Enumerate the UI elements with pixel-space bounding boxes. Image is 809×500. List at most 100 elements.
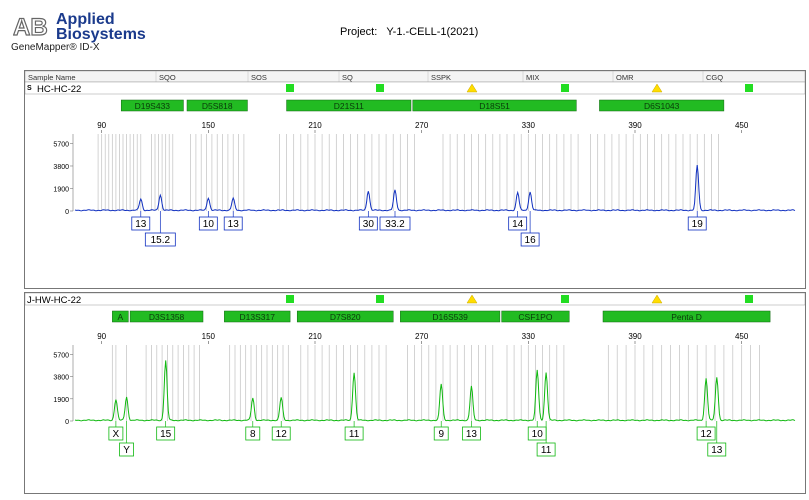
- qc-flag-yellow: [651, 294, 663, 304]
- allele-label: 13: [711, 445, 723, 456]
- electropherogram-green: J-HW-HC-22 A D3S1358 D13S317 D7S820 D16S539 CS…: [24, 292, 806, 457]
- electropherogram-blue: Sample Name SQO SOS SQ SSPK MIX OMR CGQ S HC-HC-2…: [24, 70, 806, 247]
- allele-label: 12: [276, 429, 288, 440]
- allele-label-box: [344, 426, 364, 441]
- allele-label: 16: [525, 235, 537, 246]
- marker-label: CSF1PO: [518, 312, 552, 322]
- marker-label: D7S820: [330, 312, 361, 322]
- y-tick-label: 5700: [53, 352, 69, 359]
- column-header-sos: SOS: [251, 73, 267, 82]
- applied-biosystems-logo: AB Applied Biosystems GeneMapper® ID-X: [9, 9, 149, 55]
- allele-label-box: [223, 216, 243, 231]
- marker-label: D18S51: [479, 101, 510, 111]
- qc-flag-green: [745, 295, 753, 303]
- y-tick-label: 5700: [53, 141, 69, 148]
- allele-label: 33.2: [385, 219, 405, 230]
- allele-label-box: [696, 426, 716, 441]
- x-tick-label: 450: [735, 332, 749, 341]
- sample-panel-2: J-HW-HC-22 A D3S1358 D13S317 D7S820 D16S539 CS…: [24, 292, 806, 494]
- column-header-row: [24, 70, 806, 83]
- project-value: Y-1.-CELL-1(2021): [386, 26, 479, 38]
- allele-label: 13: [228, 219, 240, 230]
- project-label: Project:: [340, 26, 378, 38]
- qc-flag-green: [286, 84, 294, 92]
- marker-bar: [602, 310, 771, 323]
- allele-label: 11: [349, 429, 360, 440]
- allele-label-box: [108, 426, 124, 441]
- electropherogram-trace: [74, 360, 796, 422]
- sample-row: [24, 81, 806, 95]
- qc-flag-yellow: [466, 83, 478, 93]
- allele-label-box: [379, 216, 411, 231]
- allele-label-box: [144, 232, 176, 247]
- allele-label-box: [245, 426, 261, 441]
- allele-label: 15.2: [151, 235, 171, 246]
- svg-text:AB: AB: [13, 14, 48, 38]
- marker-label: D5S818: [202, 101, 233, 111]
- allele-label: 15: [160, 429, 172, 440]
- sample-name: HC-HC-22: [37, 84, 81, 95]
- allele-label: 13: [135, 219, 147, 230]
- marker-bar: [286, 99, 412, 112]
- allele-label: 10: [532, 429, 544, 440]
- allele-label-box: [156, 426, 176, 441]
- marker-label: A: [117, 312, 123, 322]
- allele-label-box: [358, 216, 378, 231]
- allele-label: 12: [701, 429, 713, 440]
- x-tick-label: 210: [308, 332, 322, 341]
- marker-label: D3S1358: [149, 312, 185, 322]
- column-header-mix: MIX: [526, 73, 539, 82]
- allele-label: 9: [438, 429, 444, 440]
- qc-flag-yellow: [651, 83, 663, 93]
- marker-bar: [120, 99, 184, 112]
- allele-label-box: [433, 426, 449, 441]
- allele-label: 10: [203, 219, 215, 230]
- y-tick-label: 1900: [53, 397, 69, 404]
- allele-label-box: [707, 442, 727, 457]
- allele-label-box: [271, 426, 291, 441]
- marker-bar: [501, 310, 570, 323]
- allele-label: Y: [123, 445, 130, 456]
- marker-label: D21S11: [334, 101, 364, 111]
- marker-bar: [599, 99, 725, 112]
- x-tick-label: 150: [202, 332, 216, 341]
- marker-label: D13S317: [239, 312, 275, 322]
- x-tick-label: 390: [628, 332, 642, 341]
- allele-label-box: [520, 232, 540, 247]
- x-tick-label: 330: [522, 121, 536, 130]
- project-info: Project: Y-1.-CELL-1(2021): [340, 26, 478, 38]
- x-tick-label: 390: [628, 121, 642, 130]
- qc-flag-green: [745, 84, 753, 92]
- sample-panel-1: Sample Name SQO SOS SQ SSPK MIX OMR CGQ S HC-HC-2…: [24, 70, 806, 289]
- allele-label: 30: [363, 219, 375, 230]
- allele-label-box: [687, 216, 707, 231]
- marker-label: D16S539: [432, 312, 468, 322]
- column-header-cgq: CGQ: [706, 73, 723, 82]
- allele-label-box: [462, 426, 481, 441]
- allele-label-box: [198, 216, 218, 231]
- x-tick-label: 150: [202, 121, 216, 130]
- x-tick-label: 330: [522, 332, 536, 341]
- allele-label-box: [119, 442, 134, 457]
- y-tick-label: 3800: [53, 375, 69, 382]
- marker-bar: [112, 310, 129, 323]
- allele-label: 19: [692, 219, 704, 230]
- marker-bar: [296, 310, 394, 323]
- sample-name: J-HW-HC-22: [27, 295, 81, 306]
- column-header-sqo: SQO: [159, 73, 176, 82]
- x-tick-label: 450: [735, 121, 749, 130]
- y-tick-label: 0: [65, 209, 69, 216]
- allele-label: 14: [512, 219, 524, 230]
- product-name: GeneMapper® ID-X: [11, 42, 100, 53]
- electropherogram-trace: [74, 165, 796, 212]
- y-tick-label: 1900: [53, 186, 69, 193]
- allele-label-box: [131, 216, 151, 231]
- qc-flag-green: [561, 84, 569, 92]
- allele-label: 13: [466, 429, 478, 440]
- brand-name: Applied Biosystems: [56, 11, 146, 43]
- allele-label: X: [113, 429, 120, 440]
- allele-label-box: [536, 442, 556, 457]
- column-header-sample-name: Sample Name: [28, 73, 76, 82]
- sample-row: [24, 292, 806, 306]
- marker-label: D6S1043: [644, 101, 680, 111]
